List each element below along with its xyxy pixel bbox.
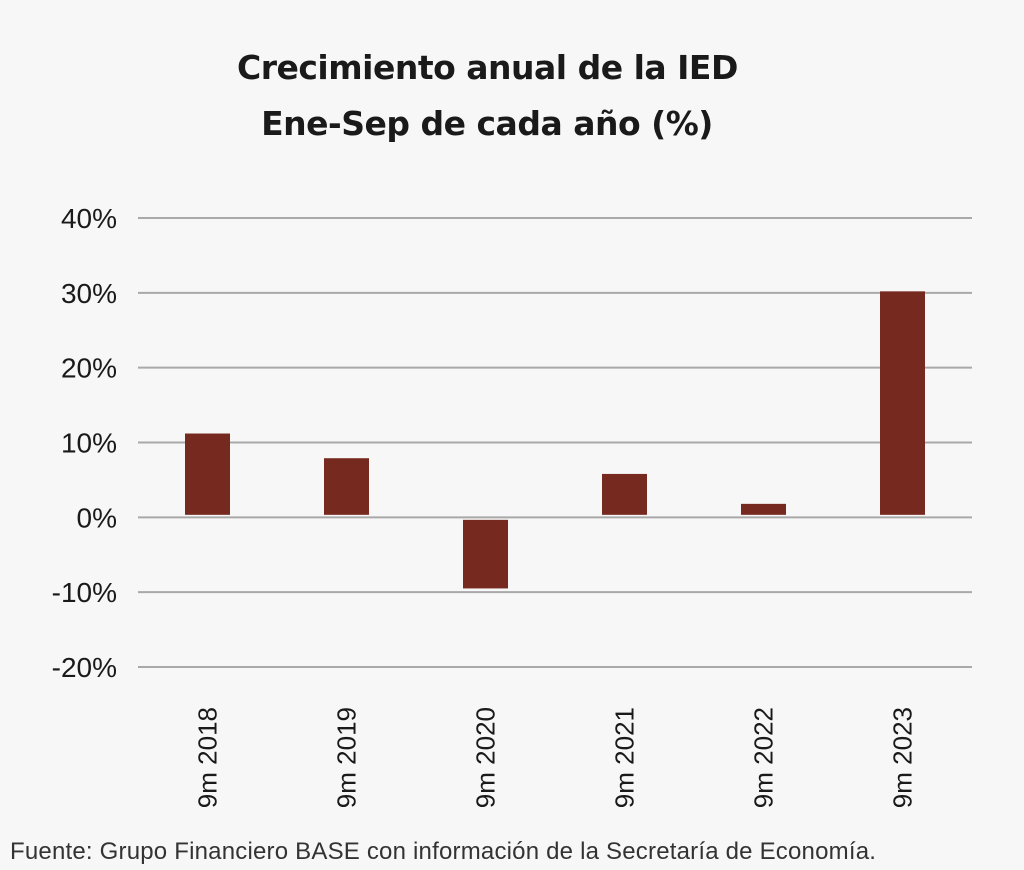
bar-chart: 40% 30% 20% 10% 0% -10% -20% 9m 2018 9m 2019 9m 2…: [52, 203, 972, 808]
y-tick-label: 0%: [77, 502, 117, 533]
x-tick-label: 9m 2020: [471, 707, 501, 808]
x-tick-label: 9m 2021: [610, 707, 640, 808]
y-tick-label: 20%: [61, 353, 117, 384]
y-tick-label: -10%: [52, 577, 117, 608]
x-tick-label: 9m 2023: [888, 707, 918, 808]
x-tick-label: 9m 2022: [749, 707, 779, 808]
x-tick-label: 9m 2018: [193, 707, 223, 808]
y-tick-label: 30%: [61, 278, 117, 309]
bar: [324, 458, 369, 515]
source-note: Fuente: Grupo Financiero BASE con inform…: [10, 838, 877, 865]
chart-title-block: Crecimiento anual de la IED Ene-Sep de c…: [237, 40, 738, 152]
chart-subtitle: Ene-Sep de cada año (%): [261, 104, 713, 143]
bar: [741, 503, 786, 515]
bar: [880, 291, 925, 515]
bar: [602, 473, 647, 515]
chart-title: Crecimiento anual de la IED: [237, 48, 738, 87]
bar: [463, 519, 508, 589]
y-tick-label: -20%: [52, 652, 117, 683]
y-tick-label: 10%: [61, 428, 117, 459]
y-tick-label: 40%: [61, 203, 117, 234]
bar: [185, 433, 230, 515]
x-tick-label: 9m 2019: [332, 707, 362, 808]
